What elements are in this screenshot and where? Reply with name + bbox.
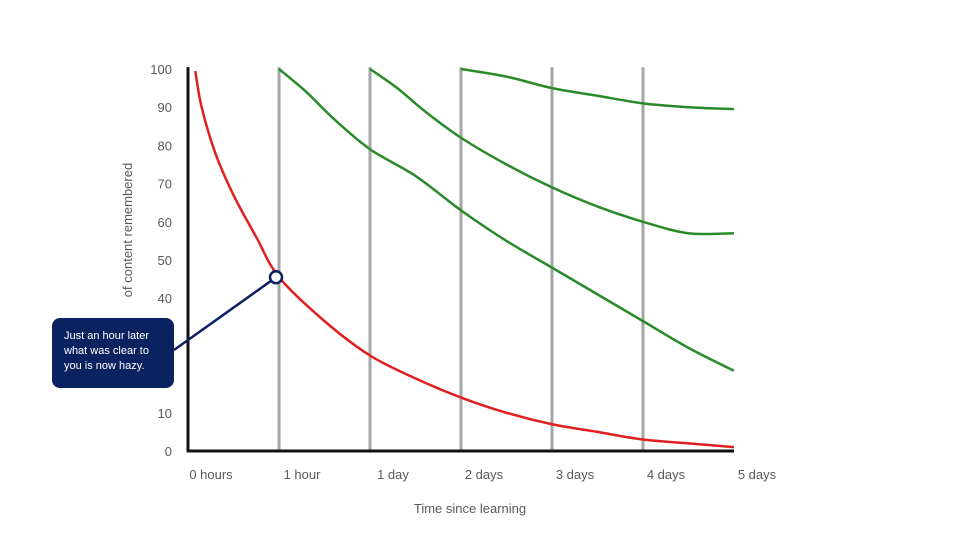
x-tick-label-6: 5 days xyxy=(738,467,777,482)
y-tick-label-1: 10 xyxy=(158,406,172,421)
y-tick-label-7: 90 xyxy=(158,100,172,115)
y-tick-labels: 0 10 40 50 60 70 80 90 100 xyxy=(150,62,172,459)
x-tick-label-2: 1 day xyxy=(377,467,409,482)
series-line-3 xyxy=(460,67,735,111)
y-tick-label-2: 40 xyxy=(158,291,172,306)
y-tick-label-6: 80 xyxy=(158,138,172,153)
x-tick-label-4: 3 days xyxy=(556,467,595,482)
y-tick-label-0: 0 xyxy=(165,444,172,459)
series-line-0 xyxy=(194,70,735,449)
y-tick-label-5: 70 xyxy=(158,177,172,192)
x-tick-label-0: 0 hours xyxy=(189,467,233,482)
y-tick-label-4: 60 xyxy=(158,215,172,230)
annotation-callout: Just an hour later what was clear to you… xyxy=(52,318,174,388)
series-line-2 xyxy=(369,67,735,236)
y-axis-title: of content remembered xyxy=(120,163,135,297)
x-axis-title: Time since learning xyxy=(414,501,526,516)
y-tick-label-3: 50 xyxy=(158,253,172,268)
x-tick-label-5: 4 days xyxy=(647,467,686,482)
x-tick-labels: 0 hours 1 hour 1 day 2 days 3 days 4 days 5 da… xyxy=(189,467,776,482)
series-layer xyxy=(194,67,735,449)
annotation-line-1: Just an hour later xyxy=(64,330,149,342)
annotation-line-3: you is now hazy. xyxy=(64,360,145,372)
annotation-line-2: what was clear to xyxy=(64,345,149,357)
callout-connector xyxy=(173,279,273,352)
highlight-point-marker xyxy=(268,269,284,285)
x-tick-label-3: 2 days xyxy=(465,467,504,482)
review-gridlines xyxy=(277,67,645,451)
series-line-1 xyxy=(278,68,735,372)
y-tick-label-8: 100 xyxy=(150,62,172,77)
x-tick-label-1: 1 hour xyxy=(284,467,322,482)
